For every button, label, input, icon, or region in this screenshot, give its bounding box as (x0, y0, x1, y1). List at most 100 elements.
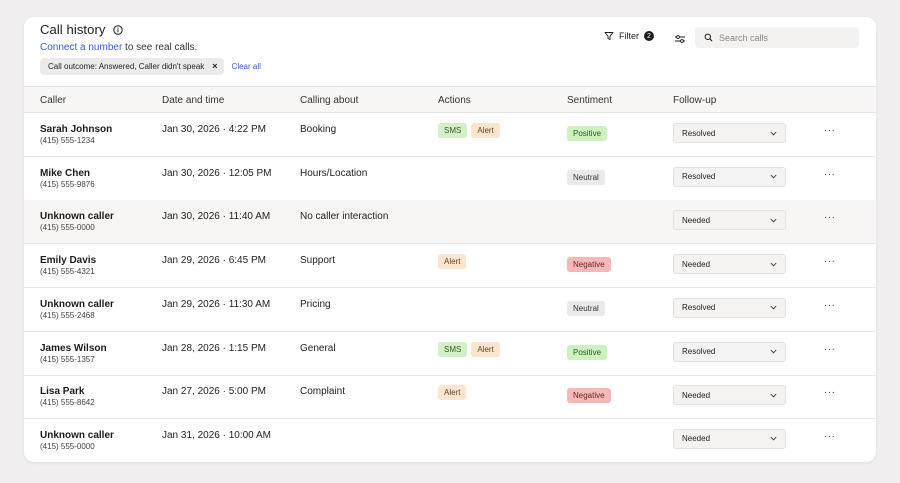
caller-name: Unknown caller (40, 298, 114, 310)
call-history-card: Call history Connect a number to see rea… (24, 17, 876, 462)
sentiment-badge: Negative (567, 257, 611, 273)
follow-up-select[interactable]: Resolved (673, 341, 786, 362)
table-row[interactable]: Sarah Johnson (415) 555-1234 Jan 30, 2026 … (24, 113, 876, 157)
table-row[interactable]: Unknown caller (415) 555-0000 Jan 31, 2026… (24, 419, 876, 462)
sentiment-cell: Positive (567, 123, 608, 141)
sentiment-cell: Negative (567, 254, 611, 273)
sentiment-badge: Negative (567, 388, 611, 404)
subtitle-text: to see real calls. (122, 42, 198, 53)
caller-name: Lisa Park (40, 386, 85, 398)
action-tags: Alert (438, 254, 467, 270)
column-sentiment: Sentiment (567, 95, 613, 106)
table-row[interactable]: Mike Chen (415) 555-9876 Jan 30, 2026 · 12… (24, 157, 876, 201)
chevron-down-icon (770, 437, 777, 441)
page-title: Call history (40, 22, 106, 37)
follow-up-select[interactable]: Resolved (673, 166, 786, 187)
more-icon[interactable]: ··· (824, 212, 836, 224)
card-header: Call history Connect a number to see rea… (24, 17, 876, 86)
chevron-down-icon (770, 349, 777, 354)
follow-up-select[interactable]: Needed (673, 254, 786, 275)
action-tag-alert: Alert (438, 385, 467, 401)
info-icon[interactable] (112, 24, 123, 35)
follow-up-value: Needed (682, 390, 711, 400)
follow-up-value: Resolved (682, 303, 716, 313)
close-icon[interactable]: × (212, 61, 218, 71)
action-tags: SMS Alert (438, 341, 500, 357)
follow-up-value: Needed (682, 434, 711, 444)
column-calling-about: Calling about (300, 95, 359, 106)
column-actions: Actions (438, 95, 471, 106)
sentiment-cell: Positive (567, 342, 608, 360)
follow-up-select[interactable]: Needed (673, 385, 786, 406)
caller-phone: (415) 555-1357 (40, 354, 95, 364)
column-date-time: Date and time (162, 95, 225, 106)
sliders-icon[interactable] (674, 32, 686, 44)
filter-label: Filter (619, 31, 639, 41)
caller-phone: (415) 555-1234 (40, 136, 95, 145)
table-row[interactable]: Lisa Park (415) 555-8642 Jan 27, 2026 · 5:… (24, 375, 876, 420)
more-icon[interactable]: ··· (824, 125, 836, 136)
more-icon[interactable]: ··· (824, 387, 836, 399)
connect-number-link[interactable]: Connect a number (40, 42, 123, 53)
sentiment-badge: Positive (567, 344, 608, 360)
chevron-down-icon (770, 218, 777, 223)
calling-about: Hours/Location (300, 167, 368, 179)
sentiment-badge: Positive (567, 126, 608, 141)
follow-up-value: Needed (682, 259, 711, 269)
sentiment-cell: Negative (567, 385, 611, 404)
more-icon[interactable]: ··· (824, 299, 836, 311)
sentiment-cell: Neutral (567, 298, 605, 316)
calling-about: Support (300, 255, 336, 267)
search-input[interactable] (719, 32, 849, 43)
calling-about: Pricing (300, 298, 331, 310)
follow-up-value: Needed (682, 215, 711, 225)
action-tag-alert: Alert (438, 254, 467, 270)
table-row[interactable]: Unknown caller (415) 555-0000 Jan 30, 2026… (24, 200, 876, 245)
follow-up-value: Resolved (682, 128, 716, 138)
action-tag-alert: Alert (471, 123, 500, 138)
filter-count-badge: 2 (644, 31, 654, 41)
active-filters: Call outcome: Answered, Caller didn't sp… (40, 58, 261, 75)
filter-icon (604, 32, 614, 40)
sentiment-badge: Neutral (567, 300, 605, 316)
more-icon[interactable]: ··· (824, 168, 836, 180)
filter-button[interactable]: Filter 2 (604, 31, 654, 41)
chevron-down-icon (770, 262, 777, 267)
table-header: Caller Date and time Calling about Actio… (24, 86, 876, 113)
call-date-time: Jan 30, 2026 · 11:40 AM (162, 211, 271, 223)
search-icon (704, 33, 713, 42)
chevron-down-icon (770, 174, 777, 179)
call-date-time: Jan 31, 2026 · 10:00 AM (162, 429, 271, 441)
filter-chip-label: Call outcome: Answered, Caller didn't sp… (48, 62, 205, 71)
caller-phone: (415) 555-2468 (40, 310, 95, 320)
calling-about: General (300, 342, 336, 354)
action-tag-sms: SMS (438, 341, 468, 357)
more-icon[interactable]: ··· (824, 430, 836, 442)
table-row[interactable]: James Wilson (415) 555-1357 Jan 28, 2026 ·… (24, 332, 876, 376)
title-row: Call history (40, 22, 123, 37)
caller-phone: (415) 555-0000 (40, 441, 95, 451)
caller-phone: (415) 555-0000 (40, 223, 95, 233)
filter-chip: Call outcome: Answered, Caller didn't sp… (40, 58, 224, 75)
follow-up-select[interactable]: Needed (673, 210, 786, 231)
follow-up-select[interactable]: Resolved (673, 123, 786, 143)
call-date-time: Jan 28, 2026 · 1:15 PM (162, 342, 266, 354)
table-row[interactable]: Unknown caller (415) 555-2468 Jan 29, 2026… (24, 288, 876, 332)
follow-up-select[interactable]: Needed (673, 428, 786, 449)
calling-about: Complaint (300, 386, 346, 398)
call-date-time: Jan 30, 2026 · 12:05 PM (162, 167, 272, 179)
follow-up-select[interactable]: Resolved (673, 297, 786, 318)
sentiment-badge: Neutral (567, 169, 605, 185)
action-tags: SMS Alert (438, 123, 500, 138)
table-row[interactable]: Emily Davis (415) 555-4321 Jan 29, 2026 · … (24, 244, 876, 289)
chevron-down-icon (770, 131, 777, 135)
clear-all-link[interactable]: Clear all (231, 62, 261, 71)
follow-up-value: Resolved (682, 347, 716, 356)
chevron-down-icon (770, 393, 777, 398)
caller-name: James Wilson (40, 342, 107, 354)
calling-about: Booking (300, 124, 337, 135)
more-icon[interactable]: ··· (824, 343, 836, 355)
more-icon[interactable]: ··· (824, 256, 836, 268)
caller-name: Unknown caller (40, 211, 114, 223)
caller-name: Unknown caller (40, 429, 114, 441)
